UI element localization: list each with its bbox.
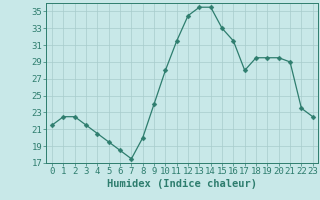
- X-axis label: Humidex (Indice chaleur): Humidex (Indice chaleur): [108, 179, 257, 189]
